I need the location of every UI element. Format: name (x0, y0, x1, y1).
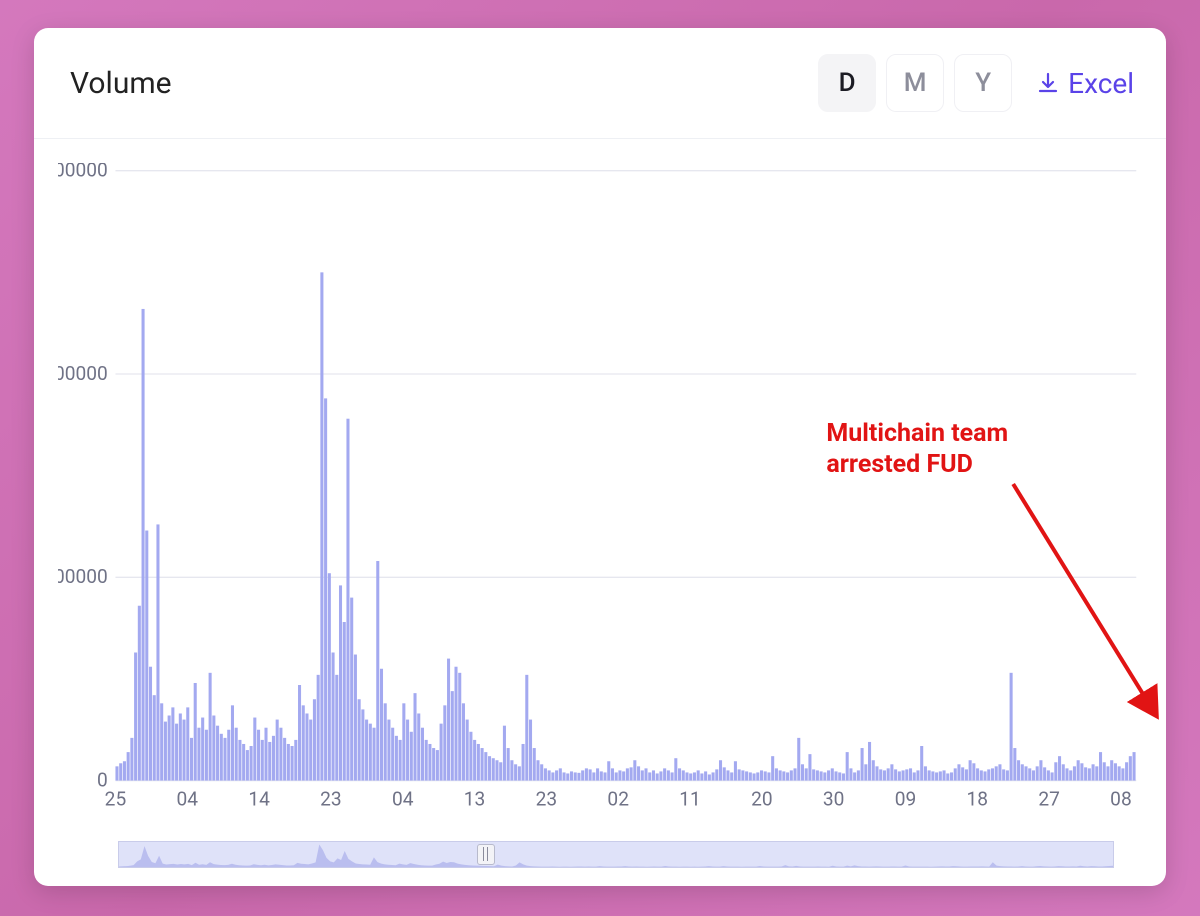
svg-text:08: 08 (1110, 788, 1132, 811)
svg-text:27: 27 (1038, 788, 1060, 811)
time-filter-m[interactable]: M (886, 54, 944, 112)
time-filter-y[interactable]: Y (954, 54, 1012, 112)
chart-card: Volume D M Y Excel 010000000002000000000… (34, 28, 1166, 886)
svg-text:04: 04 (177, 788, 199, 811)
svg-text:13: 13 (464, 788, 486, 811)
time-filter-d[interactable]: D (818, 54, 876, 112)
svg-text:25: 25 (105, 788, 127, 811)
svg-text:3000000000: 3000000000 (58, 163, 108, 182)
header-controls: D M Y Excel (818, 54, 1134, 112)
svg-text:04: 04 (392, 788, 414, 811)
download-icon (1036, 71, 1060, 95)
svg-text:14: 14 (248, 788, 270, 811)
svg-text:11: 11 (679, 788, 701, 811)
chart-title: Volume (70, 66, 172, 101)
svg-text:23: 23 (536, 788, 558, 811)
svg-text:18: 18 (967, 788, 989, 811)
range-slider-handle[interactable] (477, 844, 495, 865)
chart-area: 0100000000020000000003000000000250414230… (34, 139, 1166, 833)
svg-text:20: 20 (751, 788, 773, 811)
svg-text:02: 02 (607, 788, 629, 811)
svg-text:30: 30 (823, 788, 845, 811)
export-excel-button[interactable]: Excel (1036, 67, 1134, 100)
volume-bar-chart: 0100000000020000000003000000000250414230… (58, 163, 1142, 823)
svg-text:2000000000: 2000000000 (58, 362, 108, 385)
svg-text:23: 23 (320, 788, 342, 811)
card-header: Volume D M Y Excel (34, 28, 1166, 139)
svg-text:1000000000: 1000000000 (58, 565, 108, 588)
range-slider[interactable] (118, 841, 1114, 868)
svg-text:09: 09 (895, 788, 917, 811)
export-excel-label: Excel (1068, 67, 1134, 100)
range-slider-minichart (119, 842, 1113, 867)
